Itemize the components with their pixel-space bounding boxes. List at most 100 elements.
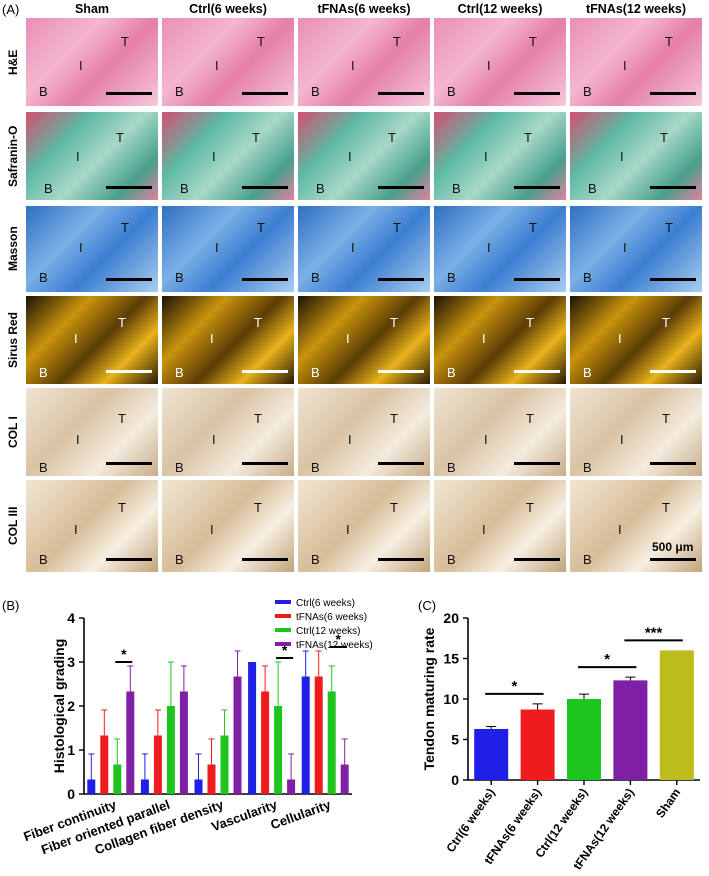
region-label-interface: I [620,432,624,447]
histology-image: T I B [434,206,566,292]
significance-label: *** [645,624,663,641]
region-label-interface: I [351,240,355,255]
x-tick-label: Cellularity [268,796,333,832]
region-label-bone: B [39,84,48,99]
region-label-interface: I [620,149,624,164]
y-tick-label: 1 [67,742,75,758]
region-label-interface: I [623,240,627,255]
bar [474,728,509,780]
bar [126,691,135,794]
row-header: COL III [6,506,20,546]
region-label-interface: I [484,149,488,164]
region-label-tendon: T [388,130,396,145]
scale-bar [242,462,288,465]
region-label-bone: B [44,181,53,196]
bar [613,680,648,780]
region-label-interface: I [346,331,350,346]
scale-bar [650,278,696,281]
bar [179,691,188,794]
region-label-tendon: T [254,500,262,515]
significance-label: * [282,642,288,658]
region-label-bone: B [583,552,592,567]
column-header: Ctrl(6 weeks) [189,2,267,16]
scale-bar [650,462,696,465]
region-label-bone: B [311,460,320,475]
scale-bar [106,92,152,95]
region-label-bone: B [311,552,320,567]
column-header: tFNAs(6 weeks) [317,2,411,16]
histology-image: T I B [162,206,294,292]
region-label-tendon: T [121,34,129,49]
region-label-tendon: T [529,34,537,49]
region-label-tendon: T [526,411,534,426]
scale-bar-label: 500 μm [652,540,694,554]
panel-label-b: (B) [2,598,20,613]
histology-image: T I B [162,296,294,384]
region-label-tendon: T [254,315,262,330]
region-label-bone: B [452,181,461,196]
region-label-bone: B [39,270,48,285]
region-label-bone: B [39,460,48,475]
histology-image: T I B [26,480,158,572]
histology-image: T I B [162,480,294,572]
y-tick-label: 2 [67,698,75,714]
significance-label: * [335,631,341,647]
bar [220,735,229,794]
region-label-bone: B [583,84,592,99]
region-label-bone: B [583,460,592,475]
region-label-bone: B [447,552,456,567]
histology-image: T I B 500 μm [570,480,702,572]
region-label-tendon: T [526,500,534,515]
bar [301,676,310,794]
region-label-bone: B [588,181,597,196]
column-header: Ctrl(12 weeks) [457,2,543,16]
significance-label: * [604,651,610,668]
scale-bar [514,186,560,189]
region-label-tendon: T [665,220,673,235]
region-label-tendon: T [116,130,124,145]
legend-swatch [275,600,291,604]
region-label-interface: I [484,432,488,447]
region-label-interface: I [212,432,216,447]
region-label-interface: I [618,331,622,346]
bar [340,764,349,794]
region-label-tendon: T [524,130,532,145]
scale-bar [650,186,696,189]
scale-bar [378,558,424,561]
region-label-bone: B [180,181,189,196]
region-label-tendon: T [393,220,401,235]
y-tick-label: 4 [67,610,75,626]
region-label-interface: I [348,432,352,447]
histology-image: T I B [298,388,430,476]
y-tick-label: 20 [443,610,459,626]
scale-bar [514,558,560,561]
region-label-interface: I [212,149,216,164]
region-label-tendon: T [257,220,265,235]
region-label-interface: I [351,58,355,73]
region-label-tendon: T [390,500,398,515]
region-label-tendon: T [118,500,126,515]
histology-image: T I B [434,112,566,200]
scale-bar [242,186,288,189]
region-label-bone: B [175,270,184,285]
region-label-tendon: T [118,315,126,330]
region-label-bone: B [311,84,320,99]
legend-swatch [275,614,291,618]
y-tick-label: 3 [67,654,75,670]
bar [153,735,162,794]
histology-image: T I B [298,296,430,384]
legend-label: tFNAs(12 weeks) [296,640,373,651]
histology-image: T I B [26,206,158,292]
histology-image: T I B [26,296,158,384]
y-tick-label: 10 [443,691,459,707]
histology-image: T I B [298,480,430,572]
histology-image: T I B [434,480,566,572]
region-label-interface: I [618,522,622,537]
row-header: Sirus Red [6,312,20,369]
region-label-bone: B [447,460,456,475]
region-label-bone: B [175,552,184,567]
region-label-tendon: T [254,411,262,426]
histology-image: T I B [26,112,158,200]
panel-label-a: (A) [2,2,20,17]
histology-image: T I B [570,206,702,292]
